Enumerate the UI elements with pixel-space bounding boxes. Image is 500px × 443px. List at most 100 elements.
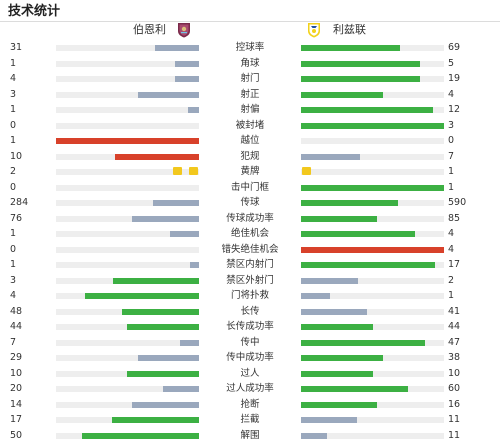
- home-stat-bar-track: [56, 92, 199, 98]
- away-stat-bar-track: [301, 169, 444, 175]
- home-stat-bar: [155, 45, 199, 51]
- stat-label: 拦截: [200, 412, 300, 427]
- away-stat-bar: [301, 278, 358, 284]
- stat-label: 传球: [200, 195, 300, 210]
- away-stat-bar-track: [301, 278, 444, 284]
- home-stat-value: 0: [10, 118, 52, 133]
- home-stat-value: 284: [10, 195, 52, 210]
- away-stat-bar-track: [301, 340, 444, 346]
- home-team-name: 伯恩利: [133, 23, 166, 37]
- away-stat-value: 10: [448, 366, 496, 381]
- away-stat-bar: [301, 324, 373, 330]
- home-stat-bar: [82, 433, 199, 439]
- away-stat-value: 44: [448, 319, 496, 334]
- stat-label: 绝佳机会: [200, 226, 300, 241]
- away-stat-value: 0: [448, 133, 496, 148]
- away-team-name: 利兹联: [333, 23, 366, 37]
- home-stat-value: 10: [10, 366, 52, 381]
- away-stat-bar: [301, 386, 408, 392]
- home-stat-bar-track: [56, 371, 199, 377]
- away-stat-bar-track: [301, 231, 444, 237]
- away-stat-bar: [301, 154, 360, 160]
- home-stat-bar-track: [56, 247, 199, 253]
- away-stat-bar: [301, 200, 398, 206]
- away-stat-bar: [301, 293, 330, 299]
- home-stat-bar: [180, 340, 199, 346]
- home-stat-bar-track: [56, 355, 199, 361]
- stat-label: 射门: [200, 71, 300, 86]
- away-stat-bar: [301, 402, 377, 408]
- stat-label: 传球成功率: [200, 211, 300, 226]
- home-stat-bar-track: [56, 402, 199, 408]
- home-yellow-card-icon: [173, 167, 182, 175]
- stat-label: 控球率: [200, 40, 300, 55]
- stat-label: 门将扑救: [200, 288, 300, 303]
- away-stat-value: 1: [448, 180, 496, 195]
- home-stat-bar-track: [56, 76, 199, 82]
- away-stat-bar-track: [301, 262, 444, 268]
- away-stat-bar: [301, 216, 377, 222]
- home-stat-value: 31: [10, 40, 52, 55]
- away-stat-value: 5: [448, 56, 496, 71]
- away-stat-value: 69: [448, 40, 496, 55]
- stat-label: 传中成功率: [200, 350, 300, 365]
- stat-label: 禁区内射门: [200, 257, 300, 272]
- stat-label: 错失绝佳机会: [200, 242, 300, 257]
- away-stat-value: 19: [448, 71, 496, 86]
- away-stat-bar-track: [301, 92, 444, 98]
- away-stat-value: 11: [448, 412, 496, 427]
- away-stat-bar-track: [301, 107, 444, 113]
- away-stat-value: 11: [448, 428, 496, 443]
- away-stat-value: 17: [448, 257, 496, 272]
- home-stat-bar: [112, 417, 199, 423]
- home-stat-bar-track: [56, 433, 199, 439]
- away-stat-bar-track: [301, 433, 444, 439]
- away-stat-bar: [301, 371, 373, 377]
- home-stat-bar-track: [56, 340, 199, 346]
- away-stat-bar: [301, 417, 357, 423]
- home-stat-bar-track: [56, 278, 199, 284]
- home-stat-bar: [190, 262, 199, 268]
- home-stat-bar-track: [56, 123, 199, 129]
- stat-label: 过人: [200, 366, 300, 381]
- away-stat-value: 12: [448, 102, 496, 117]
- home-stat-bar-track: [56, 293, 199, 299]
- home-stat-value: 0: [10, 242, 52, 257]
- home-stat-bar: [132, 402, 199, 408]
- away-stat-bar-track: [301, 371, 444, 377]
- away-stat-value: 38: [448, 350, 496, 365]
- away-stat-value: 3: [448, 118, 496, 133]
- stat-label: 解围: [200, 428, 300, 443]
- home-stat-value: 2: [10, 164, 52, 179]
- home-stat-bar: [170, 231, 199, 237]
- away-stat-value: 7: [448, 149, 496, 164]
- away-stat-value: 4: [448, 226, 496, 241]
- home-stat-bar-track: [56, 216, 199, 222]
- home-stat-bar: [122, 309, 199, 315]
- away-stat-bar-track: [301, 200, 444, 206]
- away-stat-value: 4: [448, 87, 496, 102]
- away-stat-bar-track: [301, 45, 444, 51]
- home-yellow-card-icon: [189, 167, 198, 175]
- stat-label: 越位: [200, 133, 300, 148]
- home-stat-bar-track: [56, 417, 199, 423]
- away-stat-value: 2: [448, 273, 496, 288]
- home-stat-value: 4: [10, 71, 52, 86]
- home-stat-value: 1: [10, 56, 52, 71]
- away-stat-bar-track: [301, 247, 444, 253]
- home-stat-bar-track: [56, 262, 199, 268]
- away-stat-value: 47: [448, 335, 496, 350]
- away-stat-bar: [301, 247, 444, 253]
- home-stat-bar: [188, 107, 199, 113]
- stat-label: 击中门框: [200, 180, 300, 195]
